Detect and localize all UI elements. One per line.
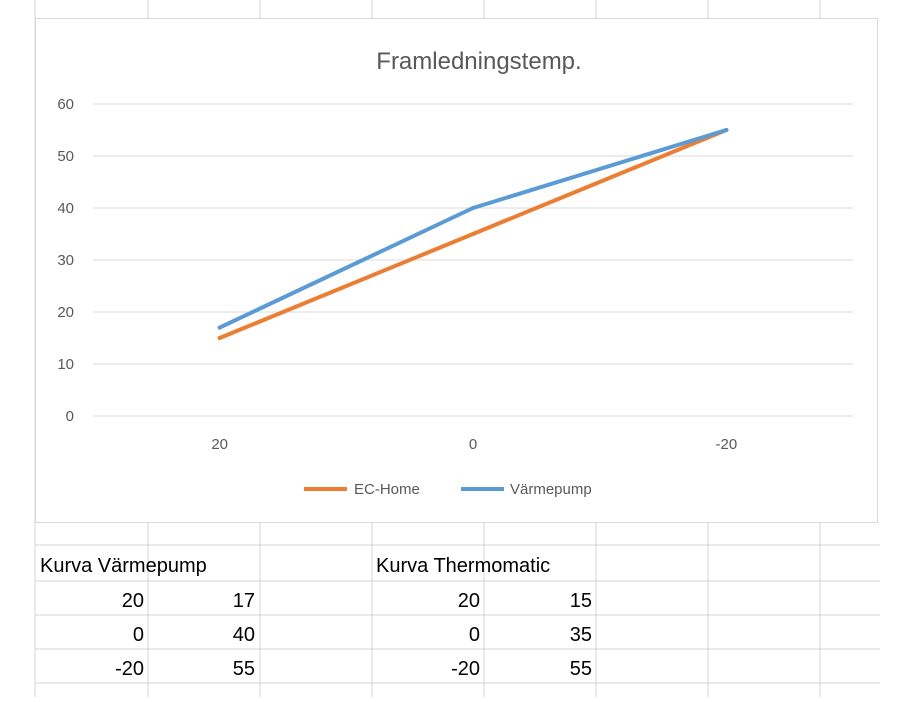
table-cell: 40: [232, 624, 255, 646]
table-header-thermomatic: Kurva Thermomatic: [376, 555, 551, 577]
y-tick-label: 30: [57, 252, 74, 269]
table-cell: 20: [457, 590, 480, 612]
x-axis-tick-labels: 20 0 -20: [211, 436, 737, 453]
y-tick-label: 0: [66, 408, 74, 425]
table-cell: 55: [569, 658, 592, 680]
y-tick-label: 60: [57, 96, 74, 113]
line-chart: Framledningstemp. 0 10 20 30 40 50 60 20 0 -20 E…: [57, 48, 853, 498]
data-point[interactable]: [724, 128, 729, 132]
table-cell: -20: [451, 658, 480, 680]
gridlines: [93, 103, 853, 417]
legend-label: EC-Home: [354, 481, 420, 498]
series-lines: [217, 128, 729, 340]
y-tick-label: 20: [57, 304, 74, 321]
y-tick-label: 50: [57, 148, 74, 165]
table-cell: 17: [232, 590, 255, 612]
table-cell: 35: [569, 624, 592, 646]
data-point[interactable]: [217, 336, 222, 340]
data-point[interactable]: [471, 232, 475, 236]
table-cell: 0: [468, 624, 480, 646]
data-point[interactable]: [471, 206, 475, 210]
x-tick-label: -20: [715, 436, 737, 453]
table-cell: -20: [115, 658, 144, 680]
legend-label: Värmepump: [510, 481, 592, 498]
chart-area[interactable]: Framledningstemp. 0 10 20 30 40 50 60 20 0 -20 E…: [35, 18, 878, 523]
chart-title: Framledningstemp.: [376, 48, 581, 75]
data-point[interactable]: [217, 325, 222, 330]
table-cell: 0: [132, 624, 144, 646]
y-tick-label: 10: [57, 356, 74, 373]
legend: EC-Home Värmepump: [304, 481, 592, 498]
x-tick-label: 20: [211, 436, 228, 453]
table-cell: 55: [232, 658, 255, 680]
table-header-varmepump: Kurva Värmepump: [40, 555, 207, 577]
y-axis-tick-labels: 0 10 20 30 40 50 60: [57, 96, 74, 425]
table-cell: 15: [569, 590, 592, 612]
table-cell: 20: [121, 590, 144, 612]
x-tick-label: 0: [469, 436, 477, 453]
y-tick-label: 40: [57, 200, 74, 217]
